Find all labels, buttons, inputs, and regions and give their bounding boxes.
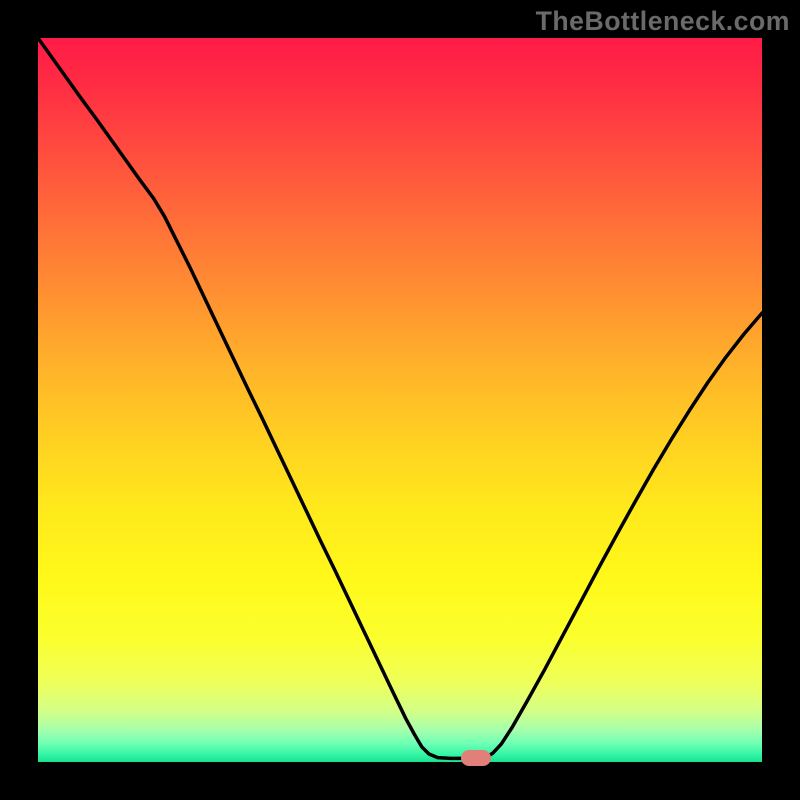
gradient-background xyxy=(38,38,762,762)
gradient-plot-svg xyxy=(38,38,762,762)
plot-area xyxy=(38,38,762,762)
optimal-marker xyxy=(461,750,491,766)
watermark-text: TheBottleneck.com xyxy=(536,6,790,37)
chart-frame: TheBottleneck.com xyxy=(0,0,800,800)
